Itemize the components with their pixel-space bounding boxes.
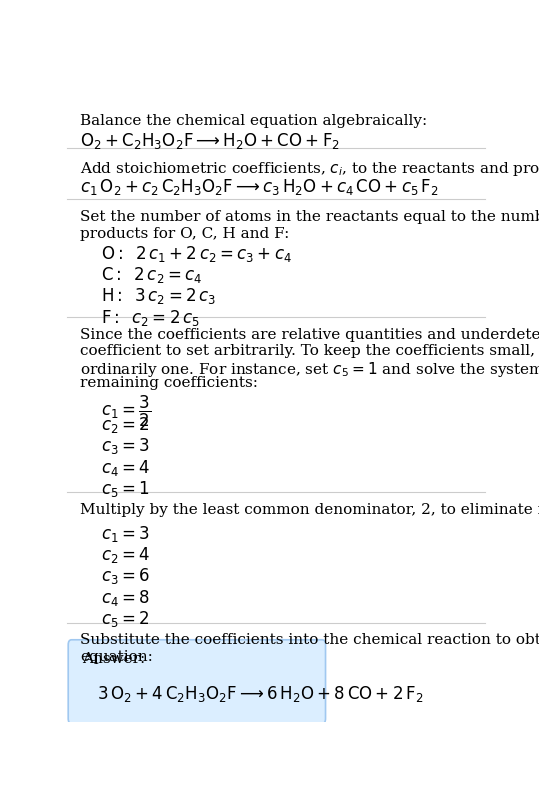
Text: Balance the chemical equation algebraically:: Balance the chemical equation algebraica… xyxy=(80,114,427,128)
Text: Set the number of atoms in the reactants equal to the number of atoms in the: Set the number of atoms in the reactants… xyxy=(80,210,539,224)
Text: $\mathrm{C:}\;\; 2\,c_2 = c_4$: $\mathrm{C:}\;\; 2\,c_2 = c_4$ xyxy=(101,264,202,285)
Text: ordinarily one. For instance, set $c_5 = 1$ and solve the system of equations fo: ordinarily one. For instance, set $c_5 =… xyxy=(80,359,539,379)
Text: $\mathrm{O_2 + C_2H_3O_2F \longrightarrow H_2O + CO + F_2}$: $\mathrm{O_2 + C_2H_3O_2F \longrightarro… xyxy=(80,131,340,150)
Text: Since the coefficients are relative quantities and underdetermined, choose a: Since the coefficients are relative quan… xyxy=(80,327,539,341)
Text: $c_4 = 8$: $c_4 = 8$ xyxy=(101,587,150,607)
Text: equation:: equation: xyxy=(80,649,153,663)
Text: products for O, C, H and F:: products for O, C, H and F: xyxy=(80,226,289,241)
Text: $c_5 = 1$: $c_5 = 1$ xyxy=(101,478,149,498)
Text: $\mathrm{F:}\;\; c_2 = 2\,c_5$: $\mathrm{F:}\;\; c_2 = 2\,c_5$ xyxy=(101,307,199,327)
Text: $c_3 = 3$: $c_3 = 3$ xyxy=(101,436,149,456)
Text: $c_1 = \dfrac{3}{2}$: $c_1 = \dfrac{3}{2}$ xyxy=(101,393,151,428)
Text: Answer:: Answer: xyxy=(82,651,145,665)
Text: $c_5 = 2$: $c_5 = 2$ xyxy=(101,608,149,628)
Text: $3\,\mathrm{O_2} + 4\,\mathrm{C_2H_3O_2F} \longrightarrow 6\,\mathrm{H_2O} + 8\,: $3\,\mathrm{O_2} + 4\,\mathrm{C_2H_3O_2F… xyxy=(96,683,423,703)
Text: $c_4 = 4$: $c_4 = 4$ xyxy=(101,457,150,477)
Text: $c_1\,\mathrm{O_2} + c_2\,\mathrm{C_2H_3O_2F} \longrightarrow c_3\,\mathrm{H_2O}: $c_1\,\mathrm{O_2} + c_2\,\mathrm{C_2H_3… xyxy=(80,178,439,197)
Text: Add stoichiometric coefficients, $c_i$, to the reactants and products:: Add stoichiometric coefficients, $c_i$, … xyxy=(80,160,539,178)
Text: $c_3 = 6$: $c_3 = 6$ xyxy=(101,566,150,586)
Text: $\mathrm{O:}\;\; 2\,c_1 + 2\,c_2 = c_3 + c_4$: $\mathrm{O:}\;\; 2\,c_1 + 2\,c_2 = c_3 +… xyxy=(101,243,292,264)
Text: remaining coefficients:: remaining coefficients: xyxy=(80,375,258,390)
Text: $c_2 = 2$: $c_2 = 2$ xyxy=(101,414,149,435)
Text: $c_1 = 3$: $c_1 = 3$ xyxy=(101,523,149,543)
Text: $c_2 = 4$: $c_2 = 4$ xyxy=(101,544,150,564)
Text: $\mathrm{H:}\;\; 3\,c_2 = 2\,c_3$: $\mathrm{H:}\;\; 3\,c_2 = 2\,c_3$ xyxy=(101,286,216,306)
Text: coefficient to set arbitrarily. To keep the coefficients small, the arbitrary va: coefficient to set arbitrarily. To keep … xyxy=(80,343,539,358)
Text: Multiply by the least common denominator, 2, to eliminate fractional coefficient: Multiply by the least common denominator… xyxy=(80,502,539,516)
Text: Substitute the coefficients into the chemical reaction to obtain the balanced: Substitute the coefficients into the che… xyxy=(80,633,539,646)
FancyBboxPatch shape xyxy=(68,640,326,723)
